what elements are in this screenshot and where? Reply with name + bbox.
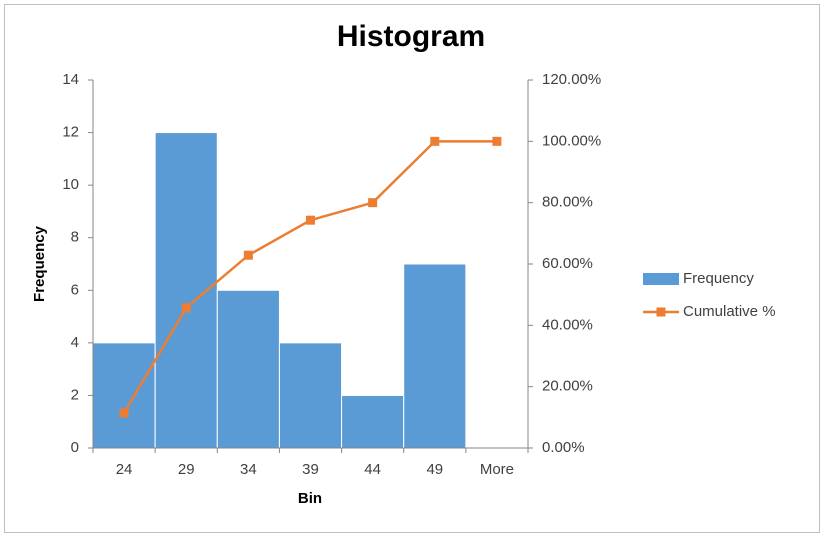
bar [216, 289, 280, 449]
chart-title: Histogram [337, 20, 485, 53]
y-tick-label: 0 [71, 439, 79, 456]
line-marker [492, 136, 502, 146]
y-tick-label: 12 [62, 124, 79, 141]
y-tick-label: 8 [71, 229, 79, 246]
y2-tick-label: 100.00% [542, 132, 601, 149]
y2-tick-label: 60.00% [542, 255, 593, 272]
legend-label: Cumulative % [683, 303, 776, 320]
bar [278, 342, 343, 449]
y-tick-label: 6 [71, 281, 79, 298]
y2-tick-label: 40.00% [542, 316, 593, 333]
y2-tick-label: 80.00% [542, 194, 593, 211]
x-tick-label: 44 [364, 461, 381, 478]
line-marker [306, 215, 315, 225]
x-tick-label: 39 [302, 461, 319, 478]
x-tick-label: 34 [240, 461, 257, 478]
y2-tick-label: 20.00% [542, 378, 593, 395]
line-marker [119, 408, 129, 418]
bar [403, 263, 467, 449]
x-tick-label: More [480, 461, 514, 478]
bar [341, 394, 405, 449]
y-tick-label: 4 [71, 334, 79, 351]
x-tick-label: 49 [426, 461, 443, 478]
y2-tick-label: 0.00% [542, 439, 585, 456]
bar [92, 342, 156, 449]
x-axis-title: Bin [298, 490, 322, 507]
line-marker [243, 250, 253, 260]
legend-marker [656, 307, 666, 317]
line-marker [368, 198, 378, 208]
x-tick-label: 29 [178, 461, 195, 478]
y-tick-label: 14 [62, 71, 79, 88]
legend-swatch [643, 273, 679, 285]
y-tick-label: 2 [71, 386, 79, 403]
legend-label: Frequency [683, 270, 754, 287]
y-axis-title: Frequency [31, 225, 48, 302]
y-tick-label: 10 [62, 176, 79, 193]
y2-tick-label: 120.00% [542, 71, 601, 88]
line-marker [181, 303, 191, 313]
line-marker [430, 136, 440, 146]
x-tick-label: 24 [116, 461, 133, 478]
